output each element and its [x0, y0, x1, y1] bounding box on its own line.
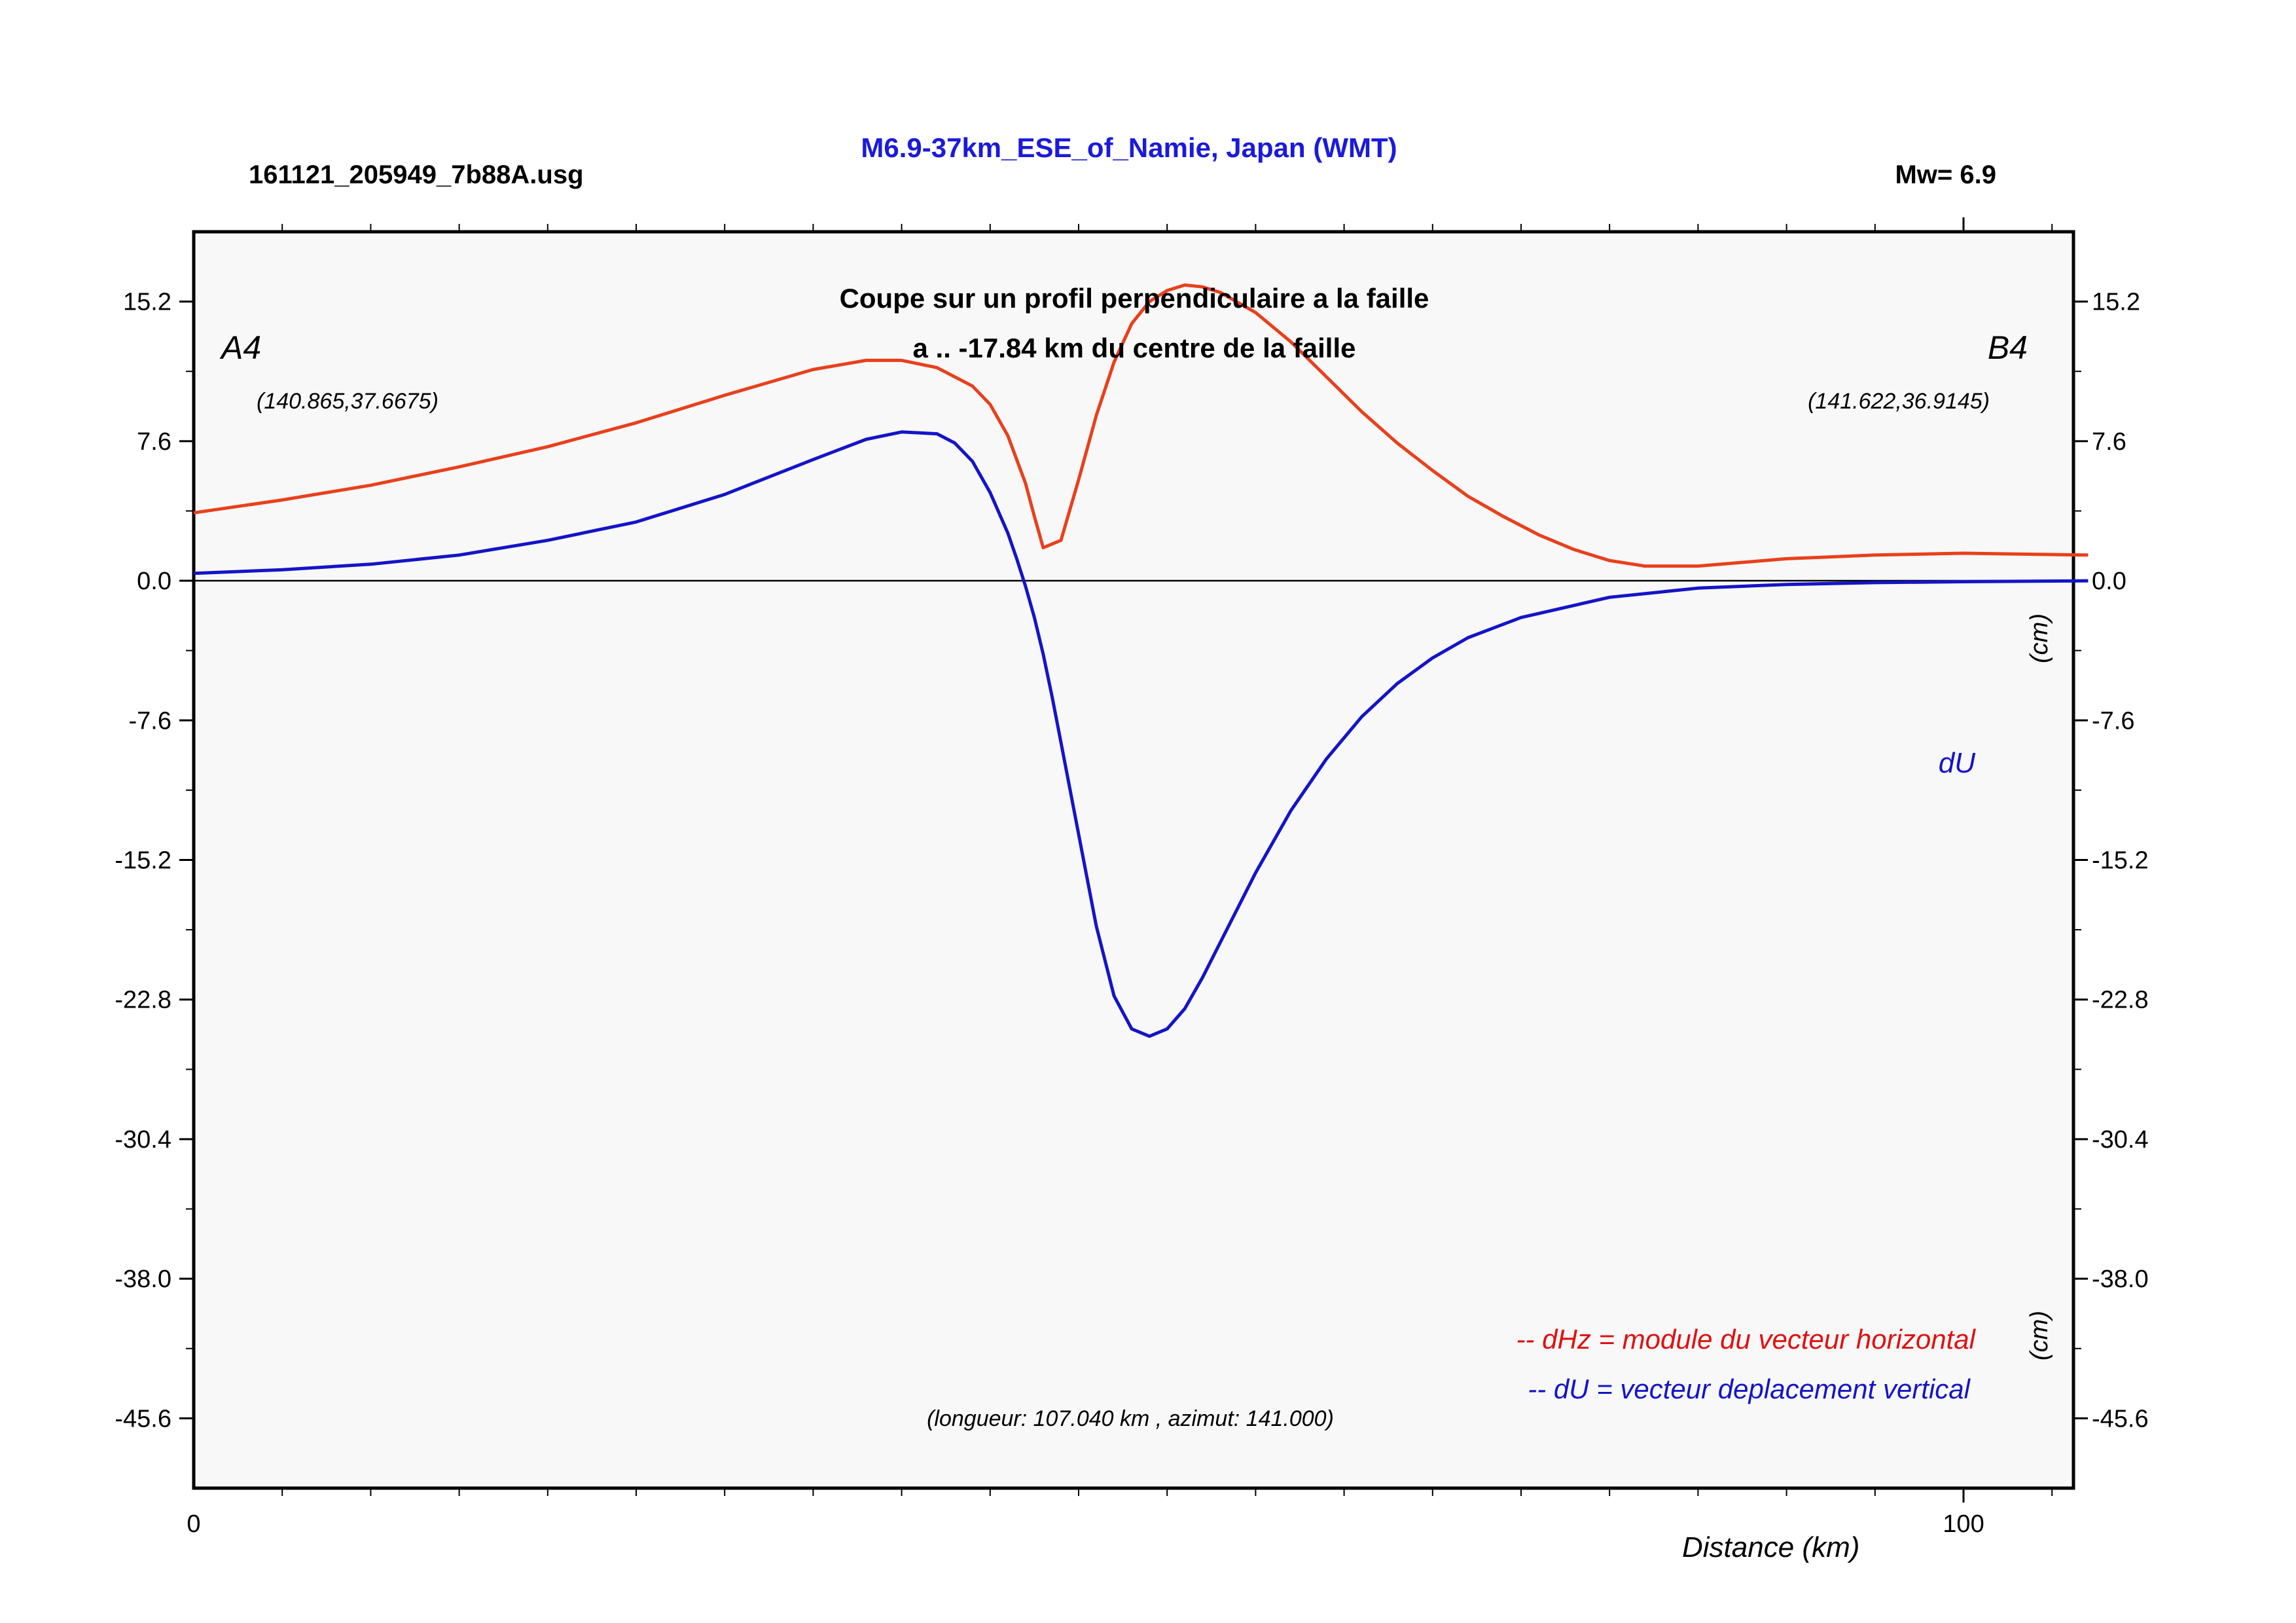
file-name: 161121_205949_7b88A.usg — [249, 160, 584, 189]
series-lines — [193, 283, 2089, 1038]
y-tick-label-left: -22.8 — [115, 987, 171, 1014]
chart-title: M6.9-37km_ESE_of_Namie, Japan (WMT) — [861, 132, 1397, 163]
y-tick-label-left: -15.2 — [115, 847, 171, 875]
y-tick-label-left: -7.6 — [129, 707, 171, 735]
point-b-coords: (141.622,36.9145) — [1808, 389, 1990, 414]
y-tick-label-right: -7.6 — [2092, 707, 2134, 735]
y-tick-label-left: -45.6 — [115, 1405, 171, 1432]
subtitle-line1: Coupe sur un profil perpendiculaire a la… — [840, 283, 1429, 314]
series-line-du — [193, 430, 2089, 1038]
x-axis-title: Distance (km) — [1682, 1531, 1859, 1563]
unit-label-lower: (cm) — [2026, 1311, 2053, 1360]
y-tick-label-left: -38.0 — [115, 1266, 171, 1293]
legend-du: -- dU = vecteur deplacement vertical — [1528, 1374, 1971, 1404]
x-tick-labels: 0 100 — [187, 1510, 1984, 1538]
unit-label-upper: (cm) — [2026, 613, 2053, 663]
length-azimuth-note: (longueur: 107.040 km , azimut: 141.000) — [927, 1406, 1334, 1431]
y-tick-label-left: 0.0 — [137, 568, 171, 595]
y-tick-label-right: 7.6 — [2092, 428, 2126, 456]
magnitude-label: Mw= 6.9 — [1895, 160, 1996, 189]
point-a-label: A4 — [219, 329, 261, 366]
plot-area — [192, 230, 2075, 1490]
point-a-coords: (140.865,37.6675) — [257, 389, 439, 414]
y-tick-label-right: -15.2 — [2092, 847, 2149, 875]
y-tick-label-right: -30.4 — [2092, 1126, 2149, 1154]
y-tick-label-left: 7.6 — [137, 428, 171, 456]
y-tick-label-right: -22.8 — [2092, 987, 2149, 1014]
y-tick-label-right: 15.2 — [2092, 289, 2140, 316]
y-tick-labels: 15.2 15.2 7.6 7.6 0.0 0.0 -7.6 -7.6 -15.2 -15.2 -2… — [115, 289, 2148, 1433]
x-tick-label: 100 — [1943, 1510, 1984, 1538]
y-tick-label-right: 0.0 — [2092, 568, 2126, 595]
series-line-dhz — [193, 283, 2089, 568]
y-tick-label-left: -30.4 — [115, 1126, 171, 1154]
subtitle-line2: a .. -17.84 km du centre de la faille — [913, 333, 1356, 363]
legend-dhz: -- dHz = module du vecteur horizontal — [1516, 1324, 1976, 1355]
y-tick-label-right: -45.6 — [2092, 1405, 2149, 1432]
point-b-label: B4 — [1988, 329, 2028, 366]
x-tick-label: 0 — [187, 1510, 200, 1538]
y-tick-label-left: 15.2 — [123, 289, 171, 316]
du-series-label: dU — [1939, 747, 1975, 779]
y-tick-label-right: -38.0 — [2092, 1266, 2149, 1293]
